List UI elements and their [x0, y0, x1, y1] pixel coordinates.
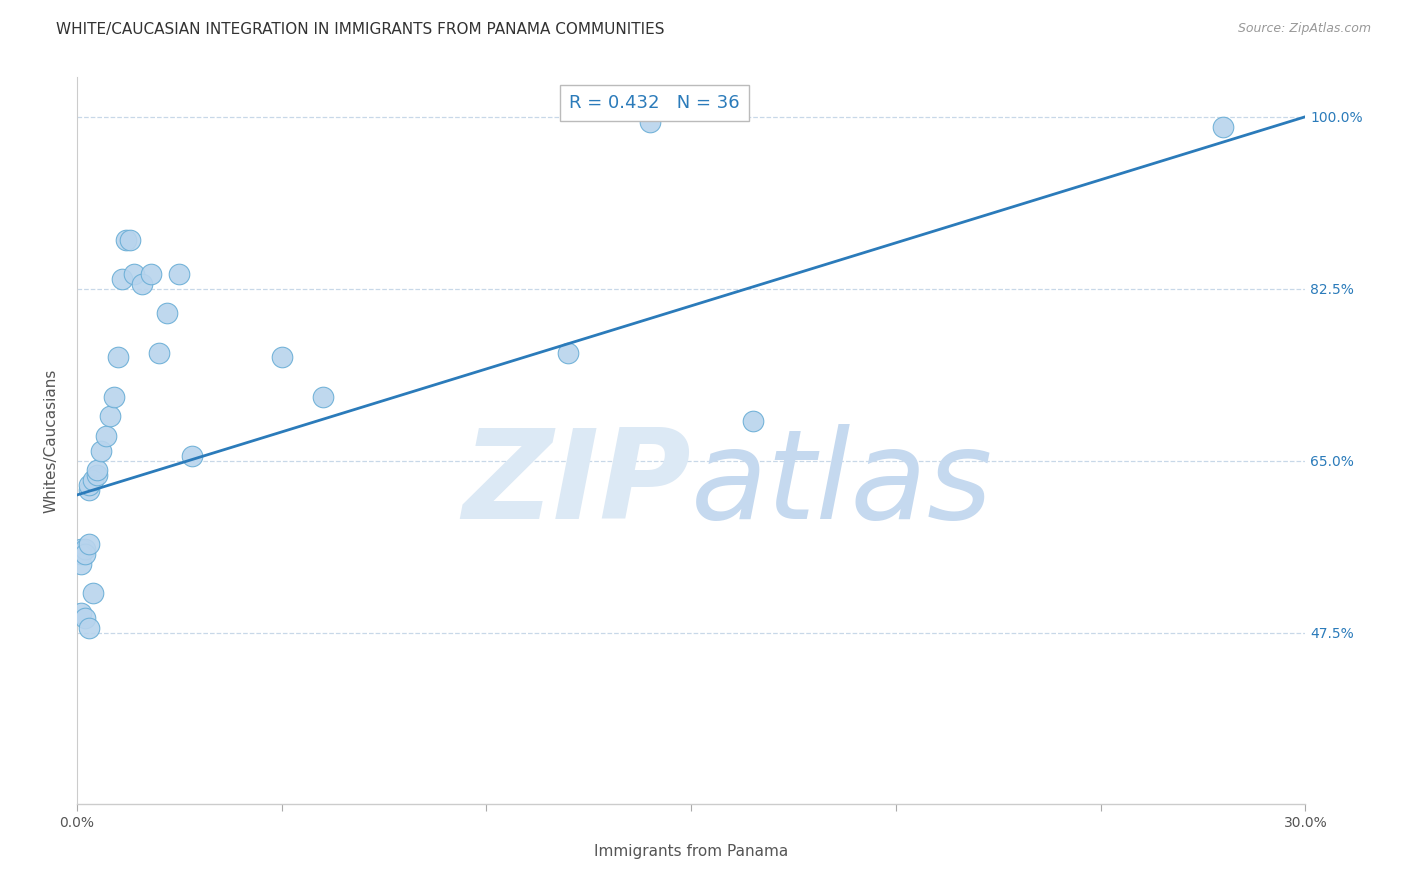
Point [94, 429, 117, 443]
Point [120, 233, 142, 247]
Point [86, 468, 108, 483]
Point [77, 621, 100, 635]
Text: R = 0.432   N = 36: R = 0.432 N = 36 [569, 94, 740, 112]
Point [70, 557, 93, 571]
Y-axis label: Whites/Caucasians: Whites/Caucasians [44, 368, 58, 513]
Point [77, 537, 100, 551]
Point [741, 414, 763, 428]
Point [70, 547, 93, 561]
Point [557, 345, 579, 359]
Point [156, 306, 179, 320]
Point [638, 114, 661, 128]
Point [73, 541, 96, 556]
Point [70, 541, 93, 556]
Point [73, 611, 96, 625]
Point [90, 443, 112, 458]
Point [115, 233, 138, 247]
Point [107, 351, 129, 365]
Point [111, 272, 134, 286]
Point [311, 390, 333, 404]
Text: ZIP: ZIP [463, 424, 692, 545]
Point [180, 449, 202, 463]
Point [70, 606, 93, 620]
Text: atlas: atlas [692, 424, 993, 545]
Point [73, 547, 96, 561]
Point [86, 463, 108, 477]
X-axis label: Immigrants from Panama: Immigrants from Panama [593, 844, 789, 859]
Point [148, 345, 170, 359]
Point [98, 409, 121, 424]
Point [270, 351, 292, 365]
Point [1212, 120, 1234, 134]
Point [122, 267, 145, 281]
Point [77, 478, 100, 492]
Text: WHITE/CAUCASIAN INTEGRATION IN IMMIGRANTS FROM PANAMA COMMUNITIES: WHITE/CAUCASIAN INTEGRATION IN IMMIGRANT… [56, 22, 665, 37]
Point [82, 586, 104, 600]
Text: Source: ZipAtlas.com: Source: ZipAtlas.com [1237, 22, 1371, 36]
Point [139, 267, 162, 281]
Point [77, 483, 100, 497]
Point [131, 277, 153, 291]
Point [167, 267, 190, 281]
Point [103, 390, 125, 404]
Point [82, 473, 104, 487]
